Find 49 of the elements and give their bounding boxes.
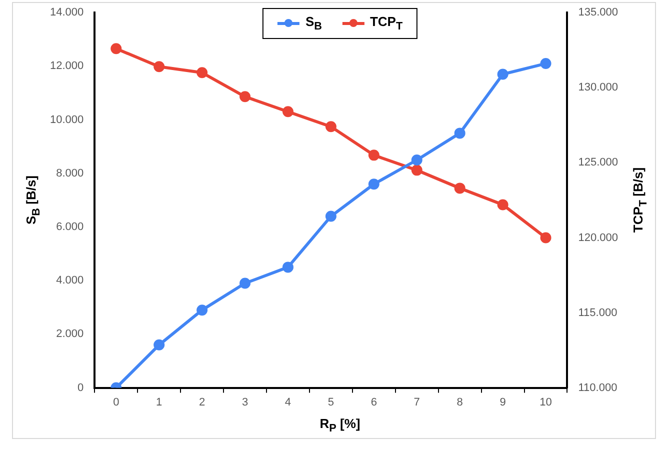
x-tick-label: 4 [284,396,292,408]
y2-tick-label: 125.000 [578,156,618,169]
y-tick-label: 14.000 [50,6,84,19]
legend-label: S$_{B}$ [305,14,322,33]
point [497,199,508,210]
x-tick-label: 8 [456,396,463,408]
point [154,339,165,350]
point [454,182,466,194]
point [240,91,251,102]
point [368,150,380,161]
x-axis-title: R$_{P}$ [%] [320,416,360,435]
x-tick-label: 1 [156,396,162,408]
x-tick-label: 9 [500,396,506,408]
point [196,304,208,316]
point [154,61,165,72]
y2-tick-label: 120.000 [578,232,618,244]
x-tick-label: 5 [328,396,334,408]
point [110,43,122,54]
y2-tick-label: 130.000 [578,82,618,94]
y2-tick-label: 110.000 [578,382,618,394]
point [368,178,380,190]
x-tick-label: 3 [242,396,248,408]
point [196,67,208,78]
point [411,164,422,176]
point [240,278,251,289]
point [282,106,294,118]
y-tick-label: 4.000 [56,274,84,287]
point [540,58,552,70]
y2-tick-label: 115.000 [578,306,618,319]
x-tick-label: 0 [113,396,120,408]
point [325,210,336,222]
x-tick-label: 7 [414,396,420,408]
legend-label: TCP$_{T}$ [370,14,403,33]
y-tick-label: 2.000 [56,328,84,340]
y-tick-label: 6.000 [56,221,84,234]
y-tick-label: 8.000 [56,167,84,180]
point [454,128,466,139]
point [497,68,508,80]
y-tick-label: 12.000 [50,60,84,72]
point [282,262,294,273]
x-tick-label: 10 [540,396,552,408]
y-tick-label: 10.000 [50,114,84,126]
x-tick-label: 2 [198,396,206,408]
point [325,121,336,132]
point [540,232,552,244]
y-tick-label: 0 [78,382,84,394]
y2-tick-label: 135.000 [578,6,618,19]
x-tick-label: 6 [370,396,377,408]
point [411,154,422,166]
